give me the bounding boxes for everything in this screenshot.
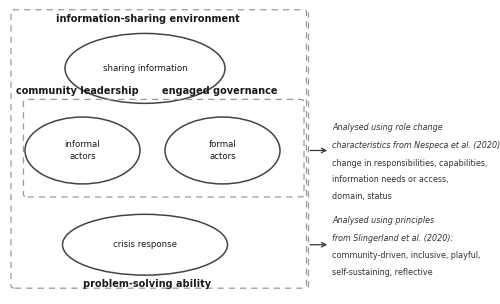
- Text: information-sharing environment: information-sharing environment: [56, 15, 240, 24]
- Text: change in responsibilities, capabilities,: change in responsibilities, capabilities…: [332, 159, 488, 168]
- Text: community leadership: community leadership: [16, 86, 139, 96]
- Text: Analysed using role change: Analysed using role change: [332, 123, 443, 132]
- Text: domain, status: domain, status: [332, 192, 392, 201]
- Text: characteristics from Nespeca et al. (2020):: characteristics from Nespeca et al. (202…: [332, 141, 500, 150]
- Text: informal
actors: informal actors: [64, 140, 100, 161]
- Text: Analysed using principles: Analysed using principles: [332, 216, 434, 225]
- Text: problem-solving ability: problem-solving ability: [84, 279, 212, 289]
- Text: self-sustaining, reflective: self-sustaining, reflective: [332, 268, 433, 277]
- Text: community-driven, inclusive, playful,: community-driven, inclusive, playful,: [332, 251, 481, 261]
- Text: formal
actors: formal actors: [208, 140, 236, 161]
- Text: crisis response: crisis response: [113, 240, 177, 249]
- Text: from Slingerland et al. (2020):: from Slingerland et al. (2020):: [332, 234, 454, 243]
- Text: sharing information: sharing information: [102, 64, 188, 73]
- Text: engaged governance: engaged governance: [162, 86, 278, 96]
- Text: information needs or access,: information needs or access,: [332, 175, 449, 185]
